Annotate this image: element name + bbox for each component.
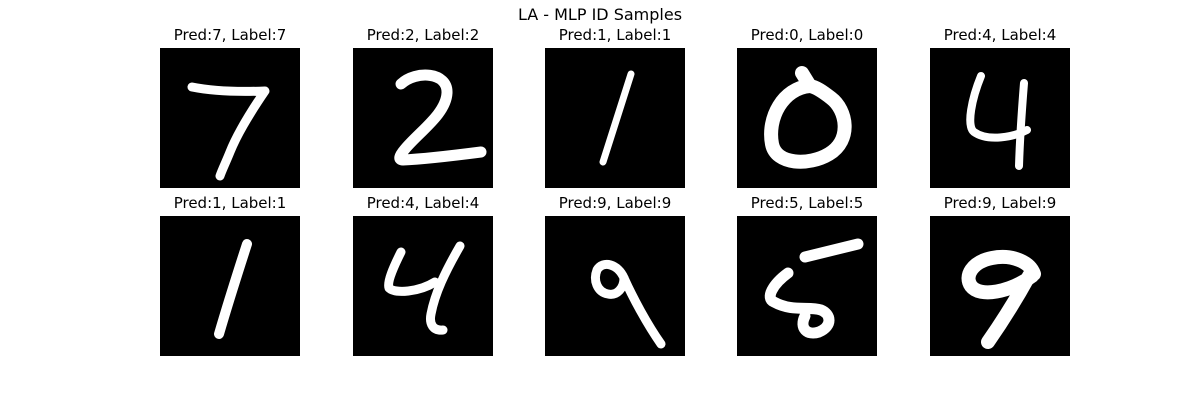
sample-caption: Pred:5, Label:5 (750, 194, 864, 212)
digit-image-7 (160, 48, 300, 188)
digit-image-1 (545, 48, 685, 188)
sample-caption: Pred:2, Label:2 (366, 26, 480, 44)
sample-caption: Pred:1, Label:1 (173, 194, 287, 212)
digit-image-2 (353, 48, 493, 188)
sample-caption: Pred:7, Label:7 (173, 26, 287, 44)
figure-title: LA - MLP ID Samples (517, 5, 683, 24)
digit-image-4 (930, 48, 1070, 188)
digit-image-0 (737, 48, 877, 188)
digit-image-9 (930, 216, 1070, 356)
sample-caption: Pred:1, Label:1 (558, 26, 672, 44)
digit-image-4 (353, 216, 493, 356)
digit-image-1 (160, 216, 300, 356)
sample-caption: Pred:9, Label:9 (943, 194, 1057, 212)
digit-image-5 (737, 216, 877, 356)
sample-caption: Pred:4, Label:4 (366, 194, 480, 212)
sample-caption: Pred:4, Label:4 (943, 26, 1057, 44)
sample-caption: Pred:9, Label:9 (558, 194, 672, 212)
digit-image-9 (545, 216, 685, 356)
sample-caption: Pred:0, Label:0 (750, 26, 864, 44)
